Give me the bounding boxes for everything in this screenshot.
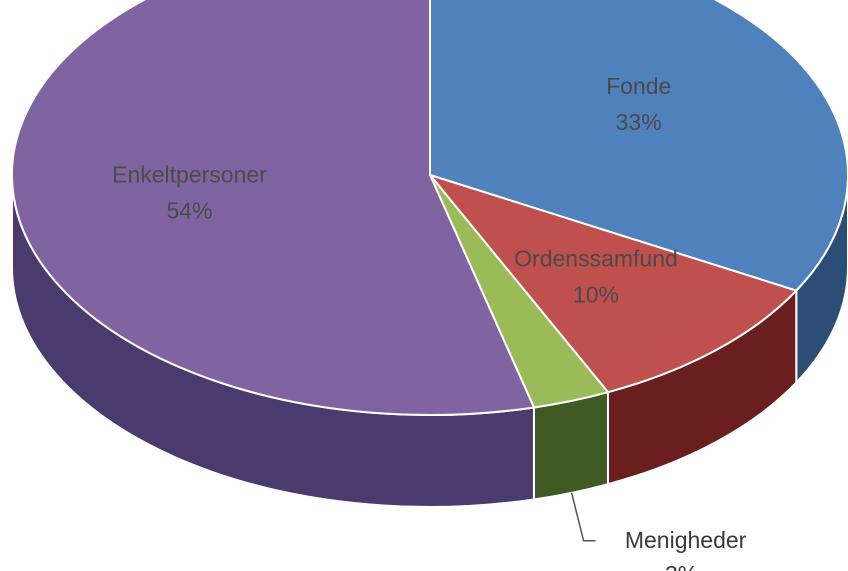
slice-value-enkeltpersoner: 54% — [166, 197, 212, 223]
pie-slice-enkeltpersoner — [11, 0, 536, 416]
pie-sides — [11, 174, 848, 508]
pie-slice-ordenssamfund — [427, 173, 799, 394]
pie-side-menigheder — [532, 390, 609, 501]
slice-value-menigheder: 3% — [665, 561, 698, 571]
slice-label-ordenssamfund: Ordenssamfund — [514, 245, 678, 271]
slice-label-menigheder: Menigheder — [625, 527, 747, 553]
slice-label-fonde: Fonde — [606, 73, 671, 99]
pie-tops — [11, 0, 848, 416]
slice-value-fonde: 33% — [616, 109, 662, 135]
slice-label-enkeltpersoner: Enkeltpersoner — [112, 161, 267, 187]
slice-value-ordenssamfund: 10% — [573, 281, 619, 307]
pie-labels: Fonde 33% Ordenssamfund 10% Menigheder 3% Enke… — [112, 73, 747, 571]
leader-line-menigheder — [570, 492, 596, 542]
pie-slice-fonde — [429, 0, 848, 292]
